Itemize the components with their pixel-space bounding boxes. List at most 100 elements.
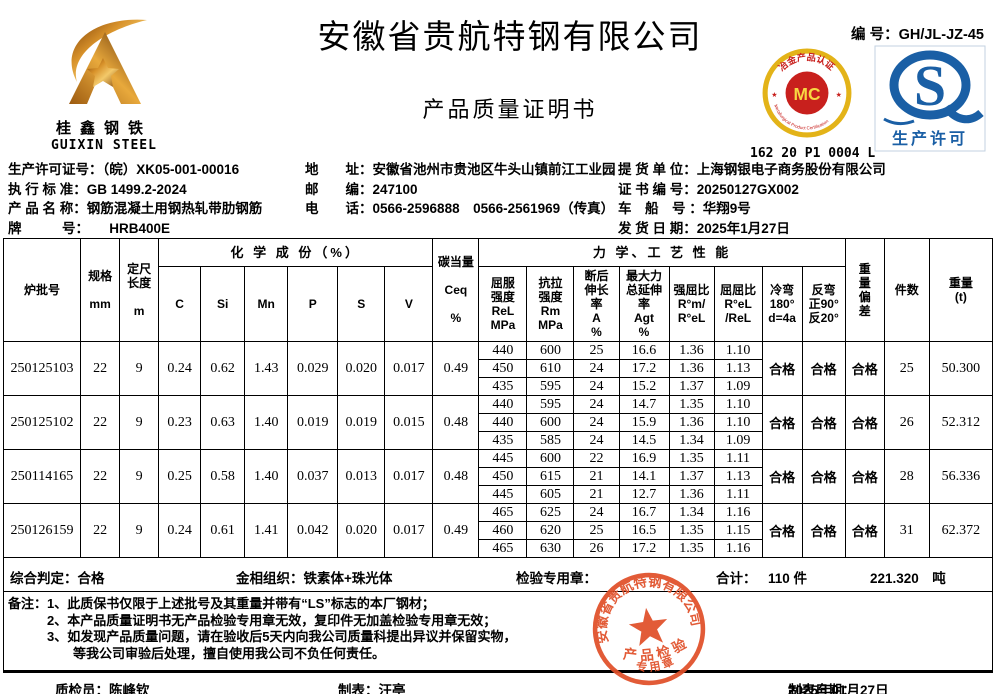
cell-spec: 22 [80,503,121,558]
cell-chem-p: 0.042 [287,503,339,558]
cell-chem-s: 0.020 [337,503,386,558]
summary-row: 综合判定：合格 金相组织：铁素体+珠光体 检验专用章： 合计： 110 件 22… [3,557,993,592]
document-subtitle: 产品质量证明书 [422,97,598,122]
cell-chem-v: 0.017 [384,449,434,504]
cell-pieces: 31 [883,503,930,558]
cell-mech-agt: 16.5 [618,521,670,540]
col-header-batch: 炉批号 [2,238,82,342]
info-value: 钢筋混凝土用钢热轧带肋钢筋 [86,201,263,216]
cell-length: 9 [119,449,160,504]
cell-mech-rm: 620 [526,521,575,540]
cell-mech-rel: 465 [478,503,528,522]
table-row: 465 630 26 17.2 1.35 1.16 [4,539,993,558]
col-header-pieces: 件数 [883,238,930,342]
col-header-spec: 规格 mm [80,238,121,342]
cell-spec: 22 [80,395,121,450]
cell-mech-agt: 12.7 [618,485,670,504]
info-row: 发 货 日 期：2025年1月27日 [618,219,886,239]
cell-batch-no: 250114165 [2,449,82,504]
summary-cell: 综合判定：合格 金相组织：铁素体+珠光体 检验专用章： 合计： 110 件 22… [3,557,993,592]
cell-mech-ratio-yield: 1.09 [713,377,763,396]
metallography: 金相组织：铁素体+珠光体 [236,571,393,586]
cell-pieces: 25 [883,341,930,396]
cell-mech-a: 24 [573,413,620,432]
cell-mech-ratio-yield: 1.09 [713,431,763,450]
info-row: 提 货 单 位：上海钢银电子商务股份有限公司 [618,160,886,180]
cell-mech-a: 24 [573,503,620,522]
cell-chem-s: 0.020 [337,341,386,396]
cell-chem-si: 0.61 [200,503,246,558]
col-header-rel: 屈服 强度 ReL MPa [478,266,528,342]
cell-weight: 50.300 [928,341,994,396]
cell-weight-dev: 合格 [844,395,885,450]
col-header-p: P [287,266,339,342]
cell-mech-rel: 435 [478,431,528,450]
cell-weight: 56.336 [928,449,994,504]
cell-chem-si: 0.62 [200,341,246,396]
cell-chem-s: 0.013 [337,449,386,504]
certificate-number-value: GH/JL-JZ-45 [898,27,984,43]
header-group-row: 炉批号 规格 mm 定尺 长度 m 化 学 成 份（%） 碳当量 Ceq % 力… [2,238,994,342]
mc-certificate-code: 162 20 P1 0004 L [750,146,876,161]
total-label: 合计： [716,571,757,586]
quality-data-table: 炉批号 规格 mm 定尺 长度 m 化 学 成 份（%） 碳当量 Ceq % 力… [2,238,994,673]
info-column-right: 提 货 单 位：上海钢银电子商务股份有限公司 证 书 编 号：20250127G… [618,160,886,238]
info-value: 247100 [372,181,418,197]
info-label: 车 船 号 ： [618,201,703,216]
inspector-name: 质检员：陈峰钦 [55,683,150,694]
cell-mech-ratio-tensile-yield: 1.36 [668,359,715,378]
notes-prefix: 备注： [8,596,48,611]
table-row: 250126159 22 9 0.24 0.61 1.41 0.042 0.020 0.017 0… [2,503,994,558]
col-header-v: V [384,266,434,342]
notes-row: 备注：1、此质保书仅限于上述批号及其重量并带有“LS”标志的本厂钢材； 2、本产… [3,591,993,673]
col-header-rm: 抗拉 强度 Rm MPa [526,266,575,342]
info-label: 提 货 单 位： [618,162,697,177]
cell-cold-bend: 合格 [761,395,803,450]
cell-chem-c: 0.25 [158,449,202,504]
cell-mech-rel: 440 [478,395,528,414]
table-row: 250125102 22 9 0.23 0.63 1.40 0.019 0.019 0.015 0… [2,395,994,450]
cell-mech-ratio-yield: 1.13 [713,359,763,378]
col-header-cold-bend: 冷弯 180° d=4a [761,266,803,342]
cell-mech-rm: 605 [526,485,575,504]
info-row: 牌 号： HRB400E [8,219,262,239]
cell-batch-no: 250125103 [2,341,82,396]
total-pieces: 110 件 [768,571,808,586]
cell-cold-bend: 合格 [761,449,803,504]
cell-mech-rel: 440 [478,341,528,360]
cell-mech-rm: 600 [526,413,575,432]
col-header-si: Si [200,266,246,342]
table-row: 250114165 22 9 0.25 0.58 1.40 0.037 0.013 0.017 0… [2,449,994,504]
guixin-logo-block: 桂鑫钢铁 GUIXIN STEEL [26,14,182,153]
cell-pieces: 28 [883,449,930,504]
col-header-ratio-tensile-yield: 强屈比 R°m/ R°eL [668,266,715,342]
info-row: 生产许可证号：（皖）XK05-001-00016 [8,160,262,180]
cell-mech-ratio-tensile-yield: 1.35 [668,449,715,468]
cell-chem-v: 0.017 [384,341,434,396]
info-value: 华翔9号 [702,201,751,216]
cell-mech-ratio-yield: 1.13 [713,467,763,486]
cell-mech-ratio-yield: 1.10 [713,341,763,360]
cell-mech-rm: 600 [526,341,575,360]
info-row: 产 品 名 称：钢筋混凝土用钢热轧带肋钢筋 [8,199,262,219]
col-header-a: 断后 伸长 率 A % [573,266,620,342]
page-title: 安徽省贵航特钢有限公司 [317,20,703,56]
info-label: 执 行 标 准： [8,181,87,197]
cell-mech-ratio-tensile-yield: 1.37 [668,467,715,486]
cell-chem-p: 0.037 [287,449,339,504]
cell-chem-ceq: 0.48 [432,449,480,504]
group-header-mechanical: 力 学、工 艺 性 能 [478,238,846,267]
info-label: 地 址： [305,162,373,177]
info-row: 证 书 编 号：20250127GX002 [618,180,886,200]
cell-cold-bend: 合格 [761,341,803,396]
cell-mech-rm: 600 [526,449,575,468]
table-row: 250125103 22 9 0.24 0.62 1.43 0.029 0.020 0.017 0… [2,341,994,396]
tabulator-name: 制表：汪亭 [338,683,406,694]
info-value: （皖）XK05-001-00016 [102,162,240,177]
cell-spec: 22 [80,449,121,504]
table-body: 250125103 22 9 0.24 0.62 1.43 0.029 0.020 0.017 0… [2,341,994,558]
info-label: 电 话： [305,201,373,216]
table-row: 435 595 24 15.2 1.37 1.09 [4,377,993,396]
cell-mech-ratio-tensile-yield: 1.36 [668,413,715,432]
cell-mech-agt: 14.5 [618,431,670,450]
